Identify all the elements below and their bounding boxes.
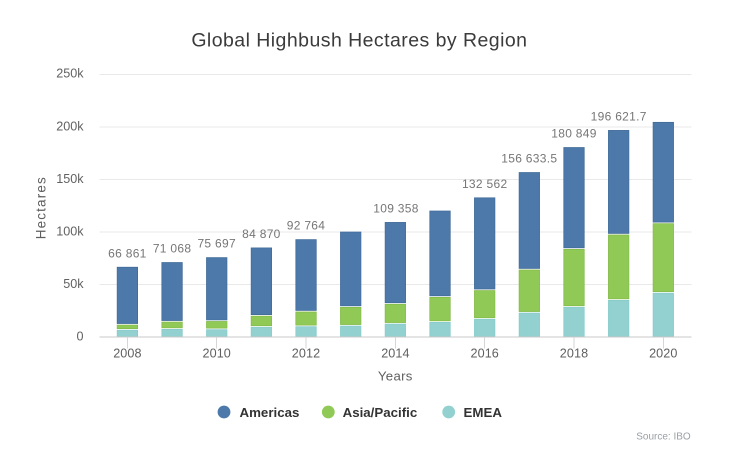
svg-text:180 849: 180 849 bbox=[551, 127, 597, 141]
svg-text:66 861: 66 861 bbox=[108, 246, 147, 260]
svg-text:150k: 150k bbox=[56, 172, 84, 186]
svg-text:196 621.7: 196 621.7 bbox=[591, 110, 647, 124]
svg-text:2012: 2012 bbox=[292, 347, 320, 361]
svg-text:Hectares: Hectares bbox=[34, 176, 49, 239]
svg-text:156 633.5: 156 633.5 bbox=[501, 152, 557, 166]
svg-text:75 697: 75 697 bbox=[197, 237, 236, 251]
svg-text:92 764: 92 764 bbox=[287, 219, 326, 233]
svg-text:Global Highbush Hectares by Re: Global Highbush Hectares by Region bbox=[191, 29, 527, 51]
svg-text:250k: 250k bbox=[56, 67, 84, 81]
svg-text:Asia/Pacific: Asia/Pacific bbox=[343, 405, 418, 420]
svg-text:132 562: 132 562 bbox=[462, 177, 508, 191]
svg-text:2014: 2014 bbox=[381, 347, 409, 361]
svg-text:2016: 2016 bbox=[470, 347, 498, 361]
svg-text:EMEA: EMEA bbox=[464, 405, 503, 420]
svg-text:109 358: 109 358 bbox=[373, 202, 419, 216]
svg-text:Americas: Americas bbox=[240, 405, 300, 420]
svg-text:2018: 2018 bbox=[560, 347, 588, 361]
svg-text:84 870: 84 870 bbox=[242, 227, 281, 241]
svg-text:200k: 200k bbox=[56, 119, 84, 133]
svg-text:Source: IBO: Source: IBO bbox=[636, 431, 691, 442]
svg-text:71 068: 71 068 bbox=[153, 242, 192, 256]
svg-text:2020: 2020 bbox=[649, 347, 677, 361]
svg-text:100k: 100k bbox=[56, 224, 84, 238]
svg-text:0: 0 bbox=[76, 330, 83, 344]
svg-text:Years: Years bbox=[378, 369, 413, 384]
svg-text:2008: 2008 bbox=[113, 347, 141, 361]
svg-text:50k: 50k bbox=[63, 277, 84, 291]
svg-text:2010: 2010 bbox=[202, 347, 230, 361]
